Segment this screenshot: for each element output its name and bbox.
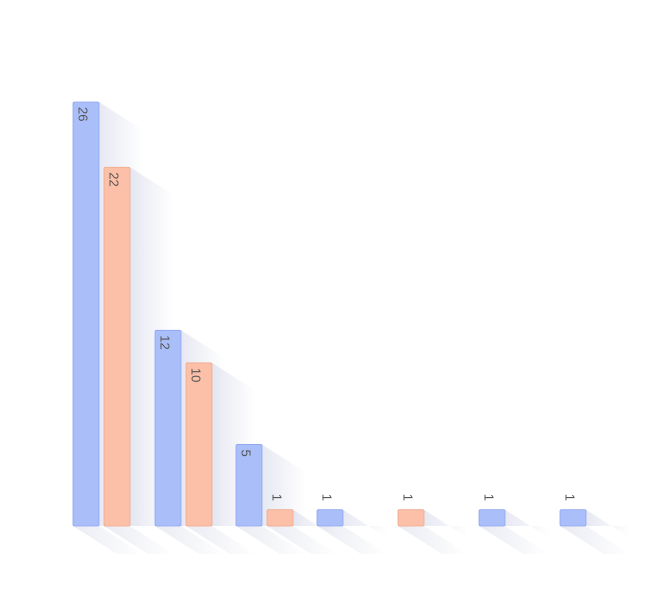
floor-shadow (267, 526, 337, 554)
data-label: 10 (189, 368, 204, 382)
bar (185, 362, 213, 527)
bar-shadow (586, 509, 630, 538)
floor-shadows (73, 526, 630, 554)
data-label: 5 (239, 449, 254, 456)
data-label: 26 (76, 107, 91, 121)
bars (72, 101, 587, 527)
bar (478, 509, 506, 527)
data-labels: 26 12 5 1 1 1 22 10 1 1 (76, 107, 578, 501)
floor-shadow (104, 526, 174, 554)
bar (235, 444, 263, 527)
floor-shadow (560, 526, 630, 554)
bar (316, 509, 344, 527)
bar (397, 509, 425, 527)
bar-shadow (262, 444, 306, 526)
bar (266, 509, 294, 527)
data-label: 22 (107, 172, 122, 186)
floor-shadow (73, 526, 143, 554)
data-label: 1 (482, 494, 497, 501)
data-label: 12 (158, 335, 173, 349)
bar (72, 101, 100, 527)
floor-shadow (186, 526, 256, 554)
data-label: 1 (270, 494, 285, 501)
bar (103, 166, 131, 527)
floor-shadow (155, 526, 225, 554)
floor-shadow (479, 526, 549, 554)
bar-shadow (343, 509, 387, 538)
bar-shadow (505, 509, 549, 538)
floor-shadow (317, 526, 387, 554)
data-label: 1 (320, 494, 335, 501)
floor-shadow (236, 526, 306, 554)
data-label: 1 (563, 494, 578, 501)
bar-shadow (424, 509, 468, 538)
data-label: 1 (401, 494, 416, 501)
bar (559, 509, 587, 527)
bar (154, 329, 182, 527)
floor-shadow (398, 526, 468, 554)
